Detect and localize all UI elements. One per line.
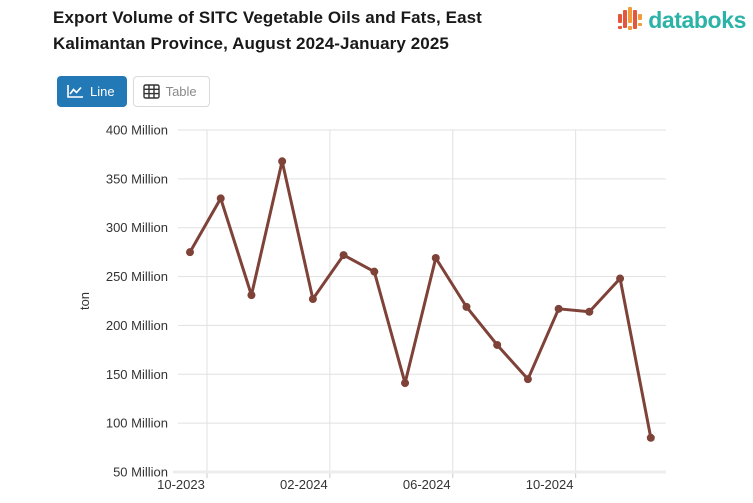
data-line [188, 159, 653, 440]
x-tick-label: 06-2024 [403, 477, 451, 492]
x-tick-label: 10-2024 [526, 477, 574, 492]
line-view-label: Line [90, 84, 115, 99]
data-point[interactable] [646, 433, 655, 442]
data-point[interactable] [523, 375, 532, 384]
line-chart: 400 Million 350 Million 300 Million 250 Mil… [77, 123, 666, 492]
data-point[interactable] [616, 274, 625, 283]
data-point[interactable] [462, 302, 471, 311]
table-view-button[interactable]: Table [132, 76, 210, 107]
y-tick-label: 50 Million [113, 465, 168, 480]
data-point[interactable] [186, 248, 194, 257]
data-point[interactable] [554, 304, 563, 313]
databoks-logo-icon [618, 7, 643, 30]
data-point[interactable] [401, 379, 410, 388]
data-point[interactable] [493, 340, 502, 349]
chart-title: Export Volume of SITC Vegetable Oils and… [53, 5, 513, 57]
y-tick-label: 300 Million [106, 220, 168, 235]
data-point[interactable] [216, 194, 225, 203]
data-point[interactable] [247, 291, 256, 300]
chart-title-line2: Kalimantan Province, August 2024-January… [53, 34, 449, 53]
x-tick-label: 02-2024 [280, 477, 328, 492]
y-tick-label: 150 Million [106, 367, 168, 382]
line-chart-icon [67, 85, 83, 98]
databoks-logo[interactable]: databoks [618, 6, 746, 34]
line-view-button[interactable]: Line [57, 76, 127, 107]
table-view-label: Table [165, 84, 197, 99]
x-tick-label: 10-2023 [157, 477, 205, 492]
brand-name: databoks [648, 7, 746, 33]
y-tick-label: 350 Million [106, 171, 168, 186]
data-point[interactable] [339, 251, 348, 260]
chart-area: 400 Million 350 Million 300 Million 250 Mil… [0, 120, 753, 498]
view-toggle: Line Table [57, 76, 210, 107]
y-tick-label: 200 Million [106, 318, 168, 333]
y-axis-title: ton [77, 292, 92, 310]
data-point[interactable] [370, 267, 379, 276]
data-point[interactable] [308, 295, 317, 304]
data-point[interactable] [431, 254, 440, 263]
chart-title-line1: Export Volume of SITC Vegetable Oils and… [53, 8, 482, 27]
y-tick-label: 100 Million [106, 416, 168, 431]
y-tick-label: 250 Million [106, 269, 168, 284]
table-icon [142, 84, 160, 99]
data-point[interactable] [585, 307, 594, 316]
data-point[interactable] [278, 157, 287, 166]
y-tick-label: 400 Million [106, 123, 168, 138]
